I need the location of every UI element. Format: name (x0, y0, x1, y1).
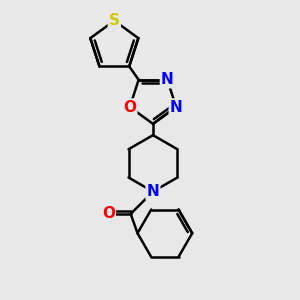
Text: N: N (161, 72, 174, 87)
Text: O: O (123, 100, 136, 115)
Text: S: S (109, 13, 120, 28)
Text: N: N (170, 100, 182, 115)
Text: O: O (102, 206, 115, 221)
Text: N: N (147, 184, 159, 199)
